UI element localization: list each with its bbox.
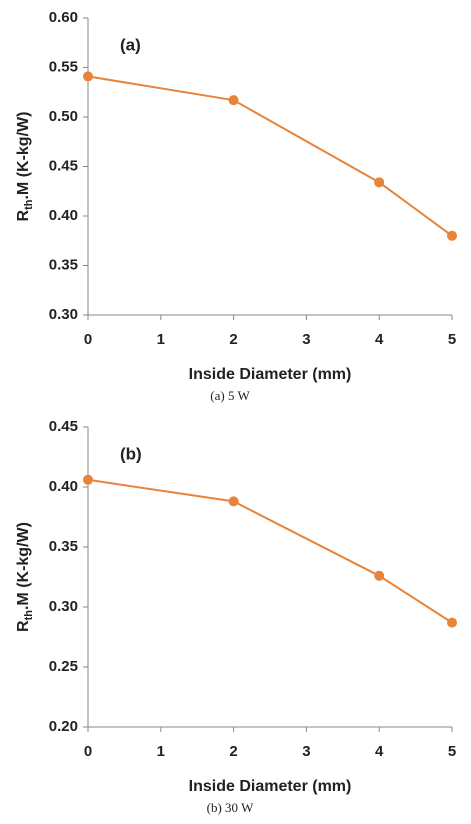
data-point — [83, 71, 93, 82]
y-label-sub: th — [23, 199, 35, 210]
y-label-sub: th — [23, 610, 35, 621]
data-point — [83, 474, 93, 485]
y-label-main: R — [15, 620, 32, 632]
x-tick-label: 4 — [375, 331, 384, 348]
x-tick-label: 2 — [229, 743, 237, 760]
x-tick-label: 3 — [302, 743, 310, 760]
data-point — [447, 617, 457, 628]
y-tick-label: 0.45 — [49, 418, 78, 435]
x-tick-label: 1 — [157, 743, 165, 760]
y-tick-label: 0.45 — [49, 157, 78, 174]
x-tick-label: 5 — [448, 331, 456, 348]
data-point — [228, 496, 239, 507]
y-tick-label: 0.40 — [49, 207, 78, 224]
x-tick-label: 2 — [229, 331, 237, 348]
annotation: (b) — [120, 444, 142, 463]
y-tick-label: 0.60 — [49, 9, 78, 26]
x-axis-label: Inside Diameter (mm) — [189, 366, 352, 383]
series-line — [87, 75, 453, 237]
x-axis-label: Inside Diameter (mm) — [189, 778, 352, 795]
series-line — [87, 478, 453, 624]
caption: (b) 30 W — [207, 800, 254, 815]
x-tick-label: 1 — [157, 331, 165, 348]
y-tick-label: 0.30 — [49, 306, 78, 323]
y-label-rest: .M (K-kg/W) — [15, 112, 32, 200]
y-tick-label: 0.30 — [49, 598, 78, 615]
annotation: (a) — [120, 35, 141, 54]
y-axis-label: Rth.M (K-kg/W) — [15, 522, 35, 632]
x-tick-label: 3 — [302, 331, 310, 348]
data-point — [374, 177, 385, 188]
data-point — [228, 95, 239, 106]
y-tick-label: 0.35 — [49, 538, 78, 555]
data-point — [374, 570, 385, 581]
y-tick-label: 0.25 — [49, 658, 78, 675]
y-axis-label: Rth.M (K-kg/W) — [15, 112, 35, 222]
y-label-rest: .M (K-kg/W) — [15, 522, 32, 610]
x-tick-label: 0 — [84, 743, 92, 760]
y-label-main: R — [15, 209, 32, 221]
y-tick-label: 0.40 — [49, 478, 78, 495]
y-tick-label: 0.50 — [49, 108, 78, 125]
data-point — [447, 230, 457, 241]
y-tick-label: 0.20 — [49, 718, 78, 735]
x-tick-label: 0 — [84, 331, 92, 348]
caption: (a) 5 W — [210, 388, 250, 403]
y-tick-label: 0.55 — [49, 58, 78, 75]
y-tick-label: 0.35 — [49, 256, 78, 273]
x-tick-label: 4 — [375, 743, 384, 760]
x-tick-label: 5 — [448, 743, 456, 760]
